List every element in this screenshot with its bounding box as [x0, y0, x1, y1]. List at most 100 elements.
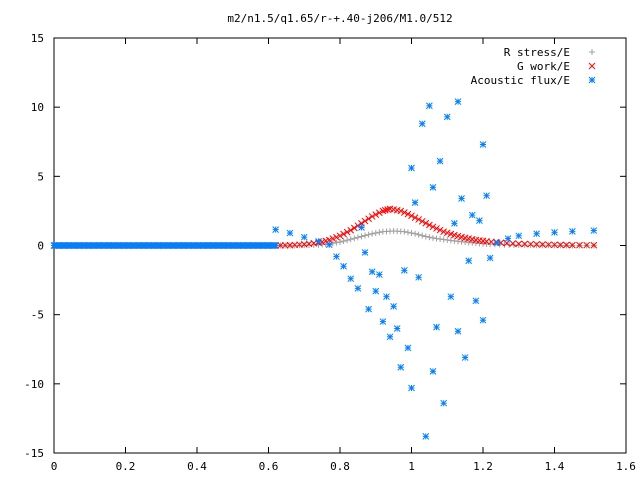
x-tick-label: 0	[51, 460, 58, 473]
data-point	[408, 230, 415, 237]
y-tick-label: -5	[31, 309, 44, 322]
marker-stroke	[533, 241, 540, 248]
marker-stroke	[545, 241, 552, 249]
legend-marker	[589, 49, 595, 55]
marker-stroke	[296, 241, 303, 249]
marker-stroke	[325, 241, 333, 249]
marker-stroke	[372, 211, 380, 218]
marker-stroke	[300, 241, 308, 248]
data-point	[386, 333, 394, 341]
marker-stroke	[515, 232, 523, 240]
data-point	[472, 297, 480, 305]
marker-stroke	[426, 102, 433, 110]
marker-stroke	[408, 212, 415, 220]
data-point	[515, 242, 522, 249]
marker-stroke	[340, 230, 347, 238]
marker-stroke	[472, 297, 480, 305]
data-point	[325, 236, 333, 244]
marker-stroke	[300, 233, 308, 241]
legend-marker	[588, 76, 596, 84]
data-point	[433, 225, 440, 232]
marker-stroke	[390, 206, 397, 213]
data-point	[527, 240, 535, 248]
data-point	[375, 209, 383, 217]
marker-stroke	[422, 219, 430, 227]
marker-stroke	[379, 207, 387, 215]
data-point	[404, 344, 412, 352]
marker-stroke	[411, 199, 419, 206]
data-point	[479, 141, 487, 148]
marker-stroke	[569, 241, 576, 249]
data-point	[315, 237, 322, 245]
marker-stroke	[515, 240, 523, 248]
marker-stroke	[286, 241, 294, 249]
data-point	[411, 199, 419, 206]
data-point	[368, 213, 376, 220]
data-point	[384, 206, 392, 213]
marker-stroke	[461, 354, 469, 361]
marker-stroke	[539, 241, 546, 248]
data-point	[533, 242, 540, 249]
data-point	[397, 363, 405, 371]
marker-stroke	[569, 228, 576, 235]
marker-stroke	[451, 231, 458, 239]
marker-stroke	[440, 228, 448, 236]
data-point	[300, 233, 308, 241]
marker-stroke	[333, 233, 340, 241]
data-point	[418, 120, 426, 128]
marker-stroke	[576, 241, 583, 249]
marker-stroke	[358, 224, 365, 231]
marker-stroke	[411, 214, 419, 221]
marker-stroke	[588, 62, 596, 70]
marker-stroke	[504, 235, 512, 242]
data-point	[539, 242, 546, 249]
data-point	[381, 206, 389, 214]
marker-stroke	[436, 157, 444, 165]
data-point	[483, 192, 490, 200]
marker-stroke	[400, 209, 408, 216]
marker-stroke	[472, 236, 480, 244]
marker-stroke	[372, 287, 380, 295]
y-tick-label: 0	[37, 240, 44, 253]
marker-stroke	[347, 226, 355, 234]
marker-stroke	[418, 120, 426, 128]
data-point	[400, 267, 408, 274]
marker-stroke	[400, 267, 408, 274]
data-point	[347, 236, 354, 243]
data-point	[376, 229, 383, 236]
data-point	[476, 217, 483, 224]
marker-stroke	[429, 223, 437, 231]
marker-stroke	[393, 206, 401, 214]
data-point	[433, 323, 440, 331]
data-point	[408, 164, 415, 172]
data-point	[419, 232, 426, 239]
marker-stroke	[286, 229, 294, 237]
marker-stroke	[383, 293, 390, 301]
marker-stroke	[277, 242, 284, 249]
marker-stroke	[354, 222, 362, 230]
data-point	[443, 113, 451, 121]
data-point	[486, 254, 494, 262]
x-tick-label: 0.2	[116, 460, 136, 473]
data-point	[362, 232, 369, 239]
marker-stroke	[590, 241, 598, 249]
series-g-work	[50, 205, 598, 249]
marker-stroke	[354, 285, 362, 292]
data-point	[440, 399, 448, 407]
data-point	[539, 241, 546, 248]
data-point	[336, 232, 344, 240]
marker-stroke	[368, 213, 376, 220]
data-point	[458, 195, 465, 202]
marker-stroke	[350, 224, 358, 232]
data-point	[379, 207, 387, 215]
marker-stroke	[384, 206, 392, 213]
x-tick-label: 1.6	[616, 460, 636, 473]
marker-stroke	[479, 316, 487, 324]
legend-label: Acoustic flux/E	[471, 74, 570, 87]
data-point	[563, 241, 570, 249]
data-point	[426, 221, 433, 229]
legend-label: R stress/E	[504, 46, 570, 59]
data-point	[569, 228, 576, 235]
